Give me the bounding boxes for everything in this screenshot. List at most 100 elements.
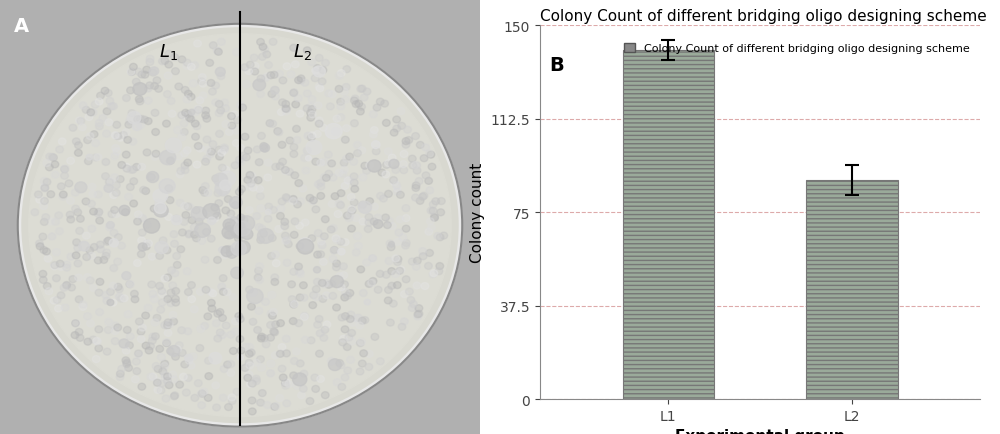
Circle shape xyxy=(191,207,207,221)
Circle shape xyxy=(385,191,392,198)
Circle shape xyxy=(332,129,340,136)
Circle shape xyxy=(257,356,264,363)
Circle shape xyxy=(357,266,365,273)
Circle shape xyxy=(335,86,343,93)
Circle shape xyxy=(313,294,321,301)
Circle shape xyxy=(326,132,333,138)
Circle shape xyxy=(269,312,276,319)
Circle shape xyxy=(154,387,162,394)
Circle shape xyxy=(363,168,370,175)
Circle shape xyxy=(201,256,209,263)
Circle shape xyxy=(218,283,226,290)
Circle shape xyxy=(151,154,159,161)
Circle shape xyxy=(262,299,269,306)
Circle shape xyxy=(157,387,165,394)
Circle shape xyxy=(79,102,87,109)
Circle shape xyxy=(43,283,51,290)
Circle shape xyxy=(198,79,205,85)
Circle shape xyxy=(147,343,154,350)
Circle shape xyxy=(61,304,69,311)
Circle shape xyxy=(105,119,113,126)
Circle shape xyxy=(358,360,366,367)
Circle shape xyxy=(316,85,324,92)
Circle shape xyxy=(201,183,209,190)
Circle shape xyxy=(343,125,350,132)
Circle shape xyxy=(170,318,177,325)
Circle shape xyxy=(276,395,284,401)
Circle shape xyxy=(249,289,257,296)
Circle shape xyxy=(138,164,146,171)
Circle shape xyxy=(330,247,338,254)
Circle shape xyxy=(321,392,329,399)
Circle shape xyxy=(96,309,103,316)
Circle shape xyxy=(230,217,238,224)
Circle shape xyxy=(263,74,271,81)
Circle shape xyxy=(42,214,50,221)
Circle shape xyxy=(320,159,328,166)
Circle shape xyxy=(239,153,247,160)
Circle shape xyxy=(307,115,315,122)
Circle shape xyxy=(126,281,134,288)
Circle shape xyxy=(245,69,252,76)
Circle shape xyxy=(275,129,283,136)
Circle shape xyxy=(127,112,141,125)
Circle shape xyxy=(236,157,243,164)
Circle shape xyxy=(249,177,257,184)
Circle shape xyxy=(400,151,408,158)
Circle shape xyxy=(431,214,438,221)
Circle shape xyxy=(40,219,48,226)
Circle shape xyxy=(257,193,264,200)
Circle shape xyxy=(61,173,68,180)
Circle shape xyxy=(143,150,151,157)
Circle shape xyxy=(171,241,178,248)
Circle shape xyxy=(176,200,184,207)
Circle shape xyxy=(337,202,344,209)
Circle shape xyxy=(255,224,263,231)
Circle shape xyxy=(402,138,410,145)
Circle shape xyxy=(253,147,261,154)
Circle shape xyxy=(151,83,158,90)
Circle shape xyxy=(257,91,264,98)
Circle shape xyxy=(83,233,90,240)
Circle shape xyxy=(343,344,351,351)
Circle shape xyxy=(151,110,159,117)
Circle shape xyxy=(314,279,321,286)
Circle shape xyxy=(408,305,416,312)
Circle shape xyxy=(169,371,177,378)
Circle shape xyxy=(188,296,196,303)
Bar xyxy=(806,180,898,399)
Circle shape xyxy=(217,108,225,115)
Circle shape xyxy=(51,262,59,269)
Circle shape xyxy=(290,89,298,96)
Circle shape xyxy=(194,106,202,113)
Circle shape xyxy=(106,224,113,231)
Circle shape xyxy=(345,177,353,184)
Circle shape xyxy=(63,283,70,289)
Circle shape xyxy=(271,329,278,336)
Circle shape xyxy=(330,276,344,288)
Circle shape xyxy=(105,237,112,244)
Circle shape xyxy=(161,363,168,370)
Circle shape xyxy=(412,185,420,192)
Circle shape xyxy=(219,190,227,197)
Circle shape xyxy=(366,162,373,169)
Circle shape xyxy=(72,206,79,213)
Circle shape xyxy=(122,129,130,136)
Circle shape xyxy=(267,311,275,318)
Circle shape xyxy=(215,182,230,196)
Circle shape xyxy=(185,230,193,237)
Circle shape xyxy=(341,183,349,190)
Circle shape xyxy=(211,216,219,223)
Circle shape xyxy=(40,184,48,191)
Circle shape xyxy=(336,273,344,280)
Circle shape xyxy=(192,207,200,214)
Circle shape xyxy=(295,180,303,187)
Circle shape xyxy=(370,218,378,225)
Circle shape xyxy=(340,160,348,167)
Circle shape xyxy=(120,132,127,139)
Circle shape xyxy=(96,242,104,249)
Circle shape xyxy=(146,83,153,90)
Circle shape xyxy=(84,313,91,320)
Circle shape xyxy=(261,335,268,342)
Circle shape xyxy=(421,283,429,290)
